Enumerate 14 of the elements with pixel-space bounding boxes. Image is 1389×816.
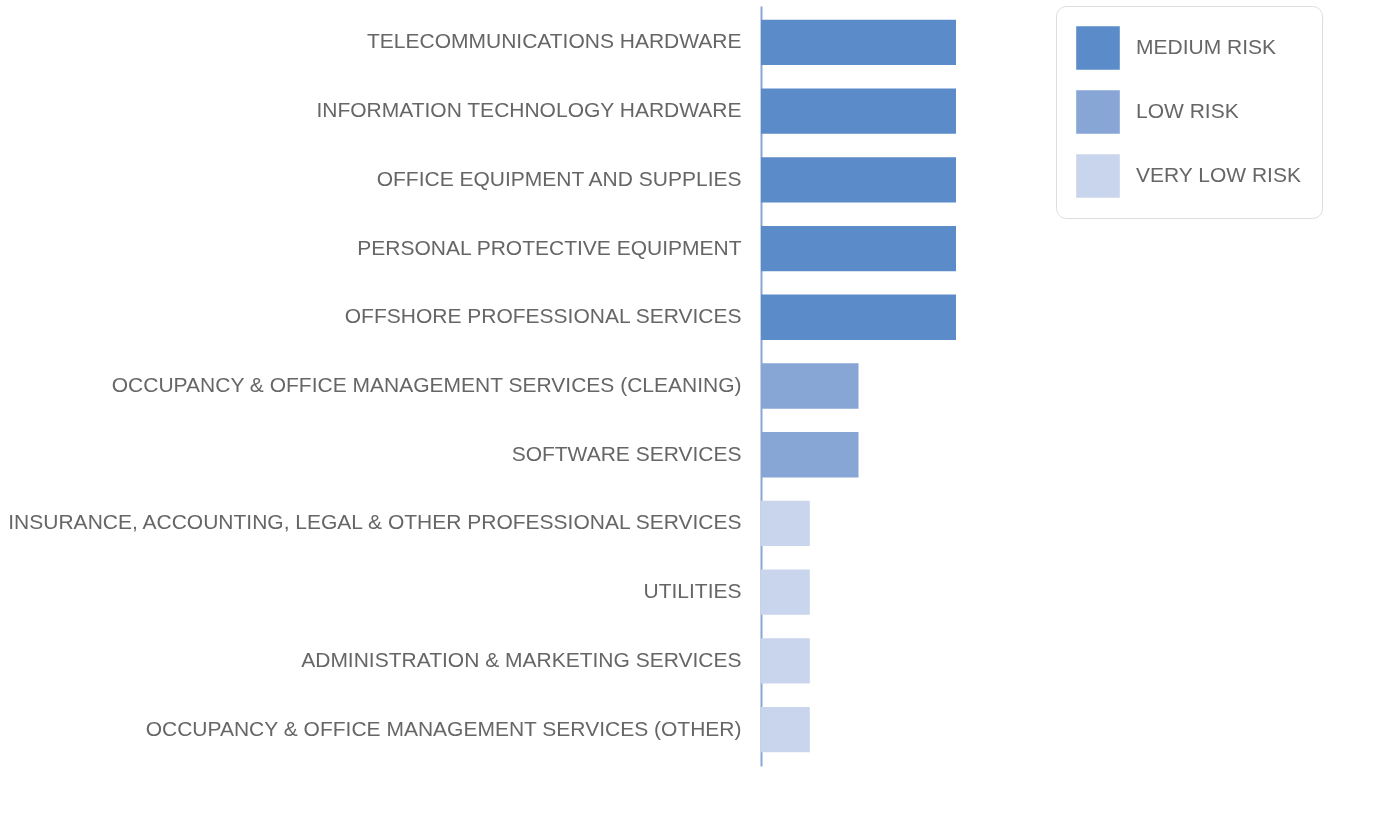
y-tick-label: INFORMATION TECHNOLOGY HARDWARE [316,98,742,122]
legend-label: LOW RISK [1136,99,1239,122]
y-tick-label: UTILITIES [643,579,742,603]
y-tick-label: TELECOMMUNICATIONS HARDWARE [366,29,742,53]
y-tick-label: OFFICE EQUIPMENT AND SUPPLIES [376,166,742,190]
y-tick-label: OCCUPANCY & OFFICE MANAGEMENT SERVICES (OTHER) [145,716,742,740]
y-tick-label: OFFSHORE PROFESSIONAL SERVICES [344,304,742,328]
legend-label: MEDIUM RISK [1136,35,1277,58]
y-tick-label: ADMINISTRATION & MARKETING SERVICES [301,647,742,671]
y-tick-label: SOFTWARE SERVICES [511,441,742,465]
y-tick-label: OCCUPANCY & OFFICE MANAGEMENT SERVICES (CLEANING) [111,373,742,396]
y-tick-label: INSURANCE, ACCOUNTING, LEGAL & OTHER PROFESSIONAL SERVICES [8,510,742,534]
legend-label: VERY LOW RISK [1136,163,1301,186]
y-tick-label: PERSONAL PROTECTIVE EQUIPMENT [357,235,742,259]
